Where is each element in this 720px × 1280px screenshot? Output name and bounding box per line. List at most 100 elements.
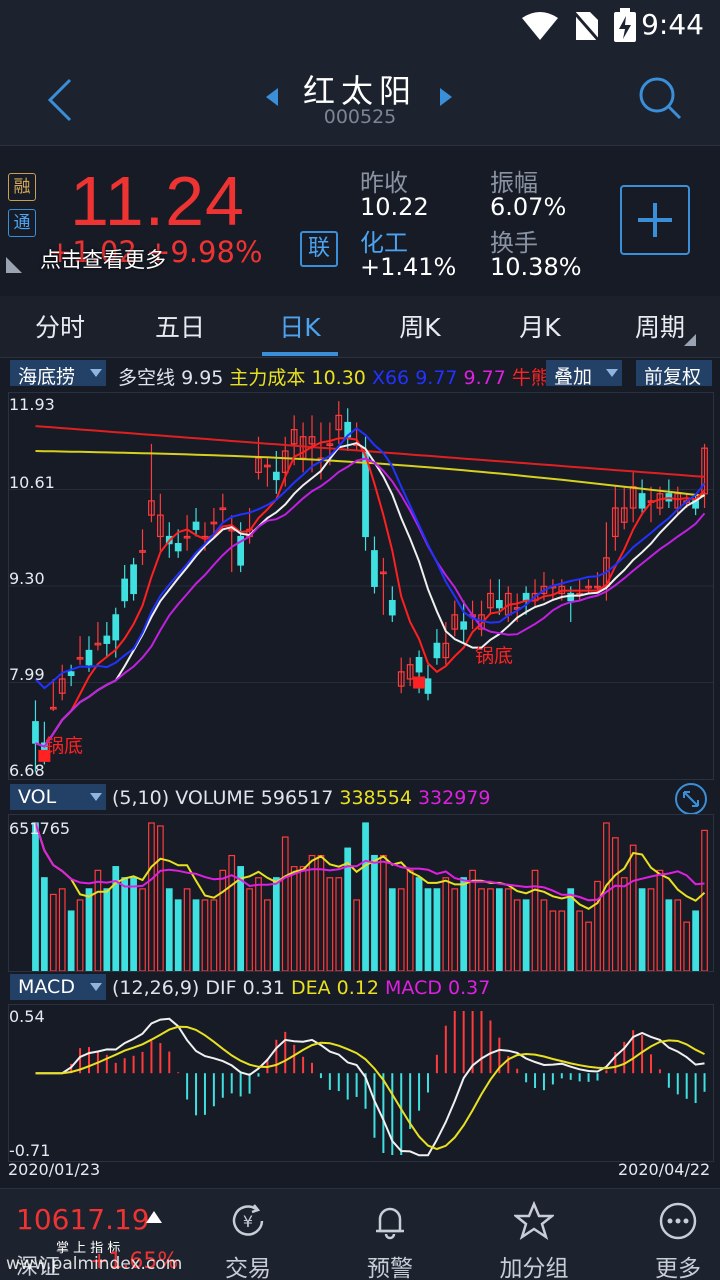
volume-bar <box>433 888 441 971</box>
back-icon[interactable] <box>42 78 78 122</box>
macd-y-bottom: -0.71 <box>9 1141 51 1160</box>
volume-bar <box>246 888 253 971</box>
kline-chart-panel[interactable]: 11.93 10.61 9.30 7.99 6.68 锅底 锅底 <box>8 392 714 780</box>
turnover-value: 10.38% <box>490 253 582 281</box>
candle <box>183 535 191 539</box>
x66-label: X66 <box>371 367 410 389</box>
tab-period[interactable]: 周期 <box>634 313 685 342</box>
search-icon[interactable] <box>636 74 684 122</box>
candle <box>290 429 298 445</box>
macd-values: (12,26,9) DIF 0.31 DEA 0.12 MACD 0.37 <box>112 977 490 999</box>
macd-y-top: 0.54 <box>9 1007 45 1026</box>
volume-bar <box>103 888 111 971</box>
macd-indicator-bar: MACD (12,26,9) DIF 0.31 DEA 0.12 MACD 0.… <box>0 974 720 1004</box>
sector-label[interactable]: 化工 <box>360 229 408 257</box>
magenta-value: 9.77 <box>463 367 506 389</box>
chevron-down-icon <box>90 369 102 377</box>
candle <box>139 550 146 553</box>
x66-magenta-line <box>35 457 706 748</box>
bottom-marker <box>413 676 426 689</box>
volume-bar <box>478 888 485 971</box>
no-sim-icon <box>572 10 600 42</box>
y-label-4: 7.99 <box>9 665 45 684</box>
tab-daily-k[interactable]: 日K <box>279 313 321 342</box>
candle <box>433 642 441 659</box>
candle <box>594 585 601 589</box>
add-watchlist-button[interactable] <box>620 185 690 255</box>
overlay-dropdown[interactable]: 叠加 <box>546 360 622 388</box>
period-corner-icon <box>684 334 696 346</box>
volume-bar <box>683 921 691 971</box>
volume-bar <box>219 869 227 971</box>
yuan-refresh-icon: ¥ <box>232 1204 264 1236</box>
bell-icon <box>376 1207 404 1240</box>
next-stock-icon[interactable] <box>438 88 452 106</box>
candle <box>130 564 137 595</box>
volume-ma10-line <box>34 822 705 902</box>
candle <box>326 443 334 446</box>
bull-bear-line <box>35 425 705 478</box>
tap-more-link[interactable]: 点击查看更多 <box>40 248 166 272</box>
nav-more-label: 更多 <box>655 1256 701 1280</box>
volume-bar <box>674 899 682 971</box>
linkage-button[interactable]: 联 <box>300 231 338 267</box>
volume-bar <box>495 888 503 971</box>
indicator-values: 多空线 9.95 主力成本 10.30 X66 9.77 9.77 牛熊 <box>118 363 548 390</box>
volume-bar <box>148 822 155 971</box>
candle <box>335 414 343 431</box>
volume-bar <box>94 869 102 971</box>
volume-bar <box>576 910 584 971</box>
candle <box>192 521 200 530</box>
volume-chart-panel[interactable]: 651765 <box>8 814 714 972</box>
volume-params: (5,10) <box>112 787 170 809</box>
volume-bar <box>406 869 414 971</box>
volume-bar <box>139 888 146 971</box>
volume-bar <box>76 899 84 971</box>
expand-icon[interactable] <box>674 782 708 816</box>
macd-chart-panel[interactable]: 0.54 -0.71 <box>8 1004 714 1162</box>
stock-code: 000525 <box>323 106 397 128</box>
candle <box>388 600 396 616</box>
candle <box>415 656 423 673</box>
prev-stock-icon[interactable] <box>266 88 280 106</box>
tab-weekly-k[interactable]: 周K <box>399 313 441 342</box>
candle <box>58 678 66 694</box>
margin-badge: 融 <box>8 173 36 201</box>
main-indicator-dropdown[interactable]: 海底捞 <box>10 360 106 388</box>
volume-bar <box>442 877 450 971</box>
bottom-marker <box>38 749 51 762</box>
period-tabs: 分时 五日 日K 周K 月K 周期 <box>0 296 720 358</box>
plus-icon <box>638 203 672 237</box>
volume-bar <box>32 822 39 971</box>
volume-dropdown[interactable]: VOL <box>10 784 106 810</box>
kline-chart <box>9 401 713 772</box>
volume-indicator-name: VOL <box>18 786 57 808</box>
index-widget[interactable]: 10617.19 掌 上 指 标 深证 +1.65% <box>0 1189 190 1280</box>
tab-monthly-k[interactable]: 月K <box>519 313 561 342</box>
candle <box>148 500 155 516</box>
macd-dropdown[interactable]: MACD <box>10 974 106 1000</box>
status-time: 9:44 <box>641 8 704 41</box>
candle <box>103 635 111 644</box>
dif-value: 0.31 <box>242 977 285 999</box>
volume-bar <box>210 899 218 971</box>
candle <box>460 621 468 630</box>
volume-bar <box>281 836 289 971</box>
chevron-down-icon <box>90 983 102 991</box>
volume-value: 596517 <box>260 787 334 809</box>
volume-bar <box>451 888 459 971</box>
candle <box>424 678 432 694</box>
volume-bar <box>513 899 521 971</box>
volume-values: (5,10) VOLUME 596517 338554 332979 <box>112 787 490 809</box>
candle <box>406 664 414 680</box>
bottom-nav: 10617.19 掌 上 指 标 深证 +1.65% ¥ 交易 预警 加分组 更… <box>0 1188 720 1280</box>
volume-bar <box>192 899 200 971</box>
volume-bar <box>585 921 592 971</box>
tab-intraday[interactable]: 分时 <box>34 313 85 342</box>
candle <box>49 706 57 710</box>
x66-value: 9.77 <box>415 367 458 389</box>
restore-button[interactable]: 前复权 <box>636 360 712 388</box>
tab-five-day[interactable]: 五日 <box>154 313 205 342</box>
volume-bar <box>522 899 530 971</box>
volume-bar <box>201 899 209 971</box>
